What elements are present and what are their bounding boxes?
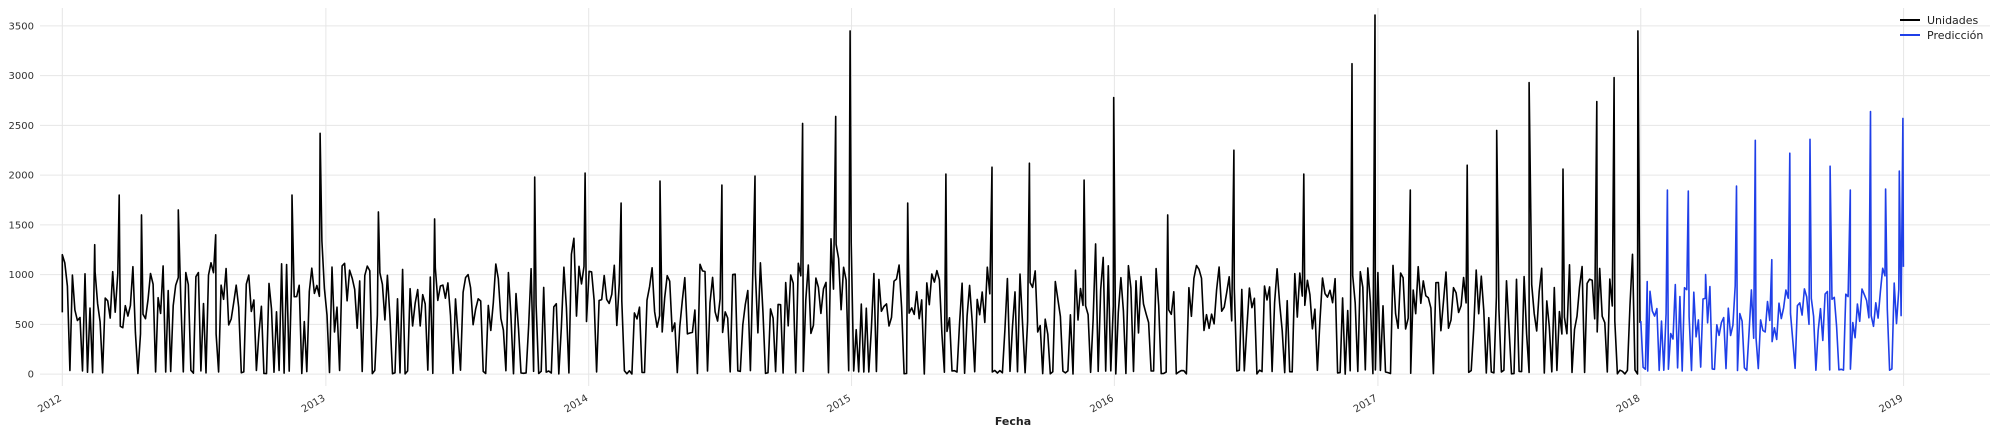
y-tick-label: 2000 bbox=[9, 171, 34, 182]
x-axis-label: Fecha bbox=[995, 415, 1031, 428]
y-tick-labels: 0 500 1000 1500 2000 2500 3000 3500 bbox=[9, 21, 34, 380]
series-line-prediccion bbox=[1640, 110, 1905, 372]
x-tick-label: 2012 bbox=[36, 393, 64, 415]
y-tick-label: 0 bbox=[28, 370, 34, 381]
y-tick-label: 1000 bbox=[9, 270, 34, 281]
y-tick-label: 3000 bbox=[9, 71, 34, 82]
x-tick-label: 2019 bbox=[1878, 393, 1906, 415]
y-tick-label: 2500 bbox=[9, 121, 34, 132]
x-tick-label: 2017 bbox=[1352, 393, 1380, 415]
y-tick-label: 500 bbox=[15, 320, 34, 331]
legend-entry: Unidades bbox=[1927, 14, 1979, 27]
y-tick-label: 1500 bbox=[9, 220, 34, 231]
x-tick-label: 2013 bbox=[300, 393, 328, 415]
series-layer bbox=[61, 14, 1905, 375]
x-tick-label: 2018 bbox=[1615, 393, 1643, 415]
y-tick-label: 3500 bbox=[9, 21, 34, 32]
x-tick-label: 2015 bbox=[825, 393, 853, 415]
legend-entry: Predicción bbox=[1927, 29, 1983, 42]
legend: Unidades Predicción bbox=[1900, 14, 1983, 42]
x-tick-label: 2014 bbox=[563, 393, 591, 415]
series-line-unidades bbox=[61, 14, 1641, 375]
x-tick-label: 2016 bbox=[1088, 393, 1116, 415]
x-tick-labels: 2012 2013 2014 2015 2016 2017 2018 2019 bbox=[36, 393, 1905, 415]
